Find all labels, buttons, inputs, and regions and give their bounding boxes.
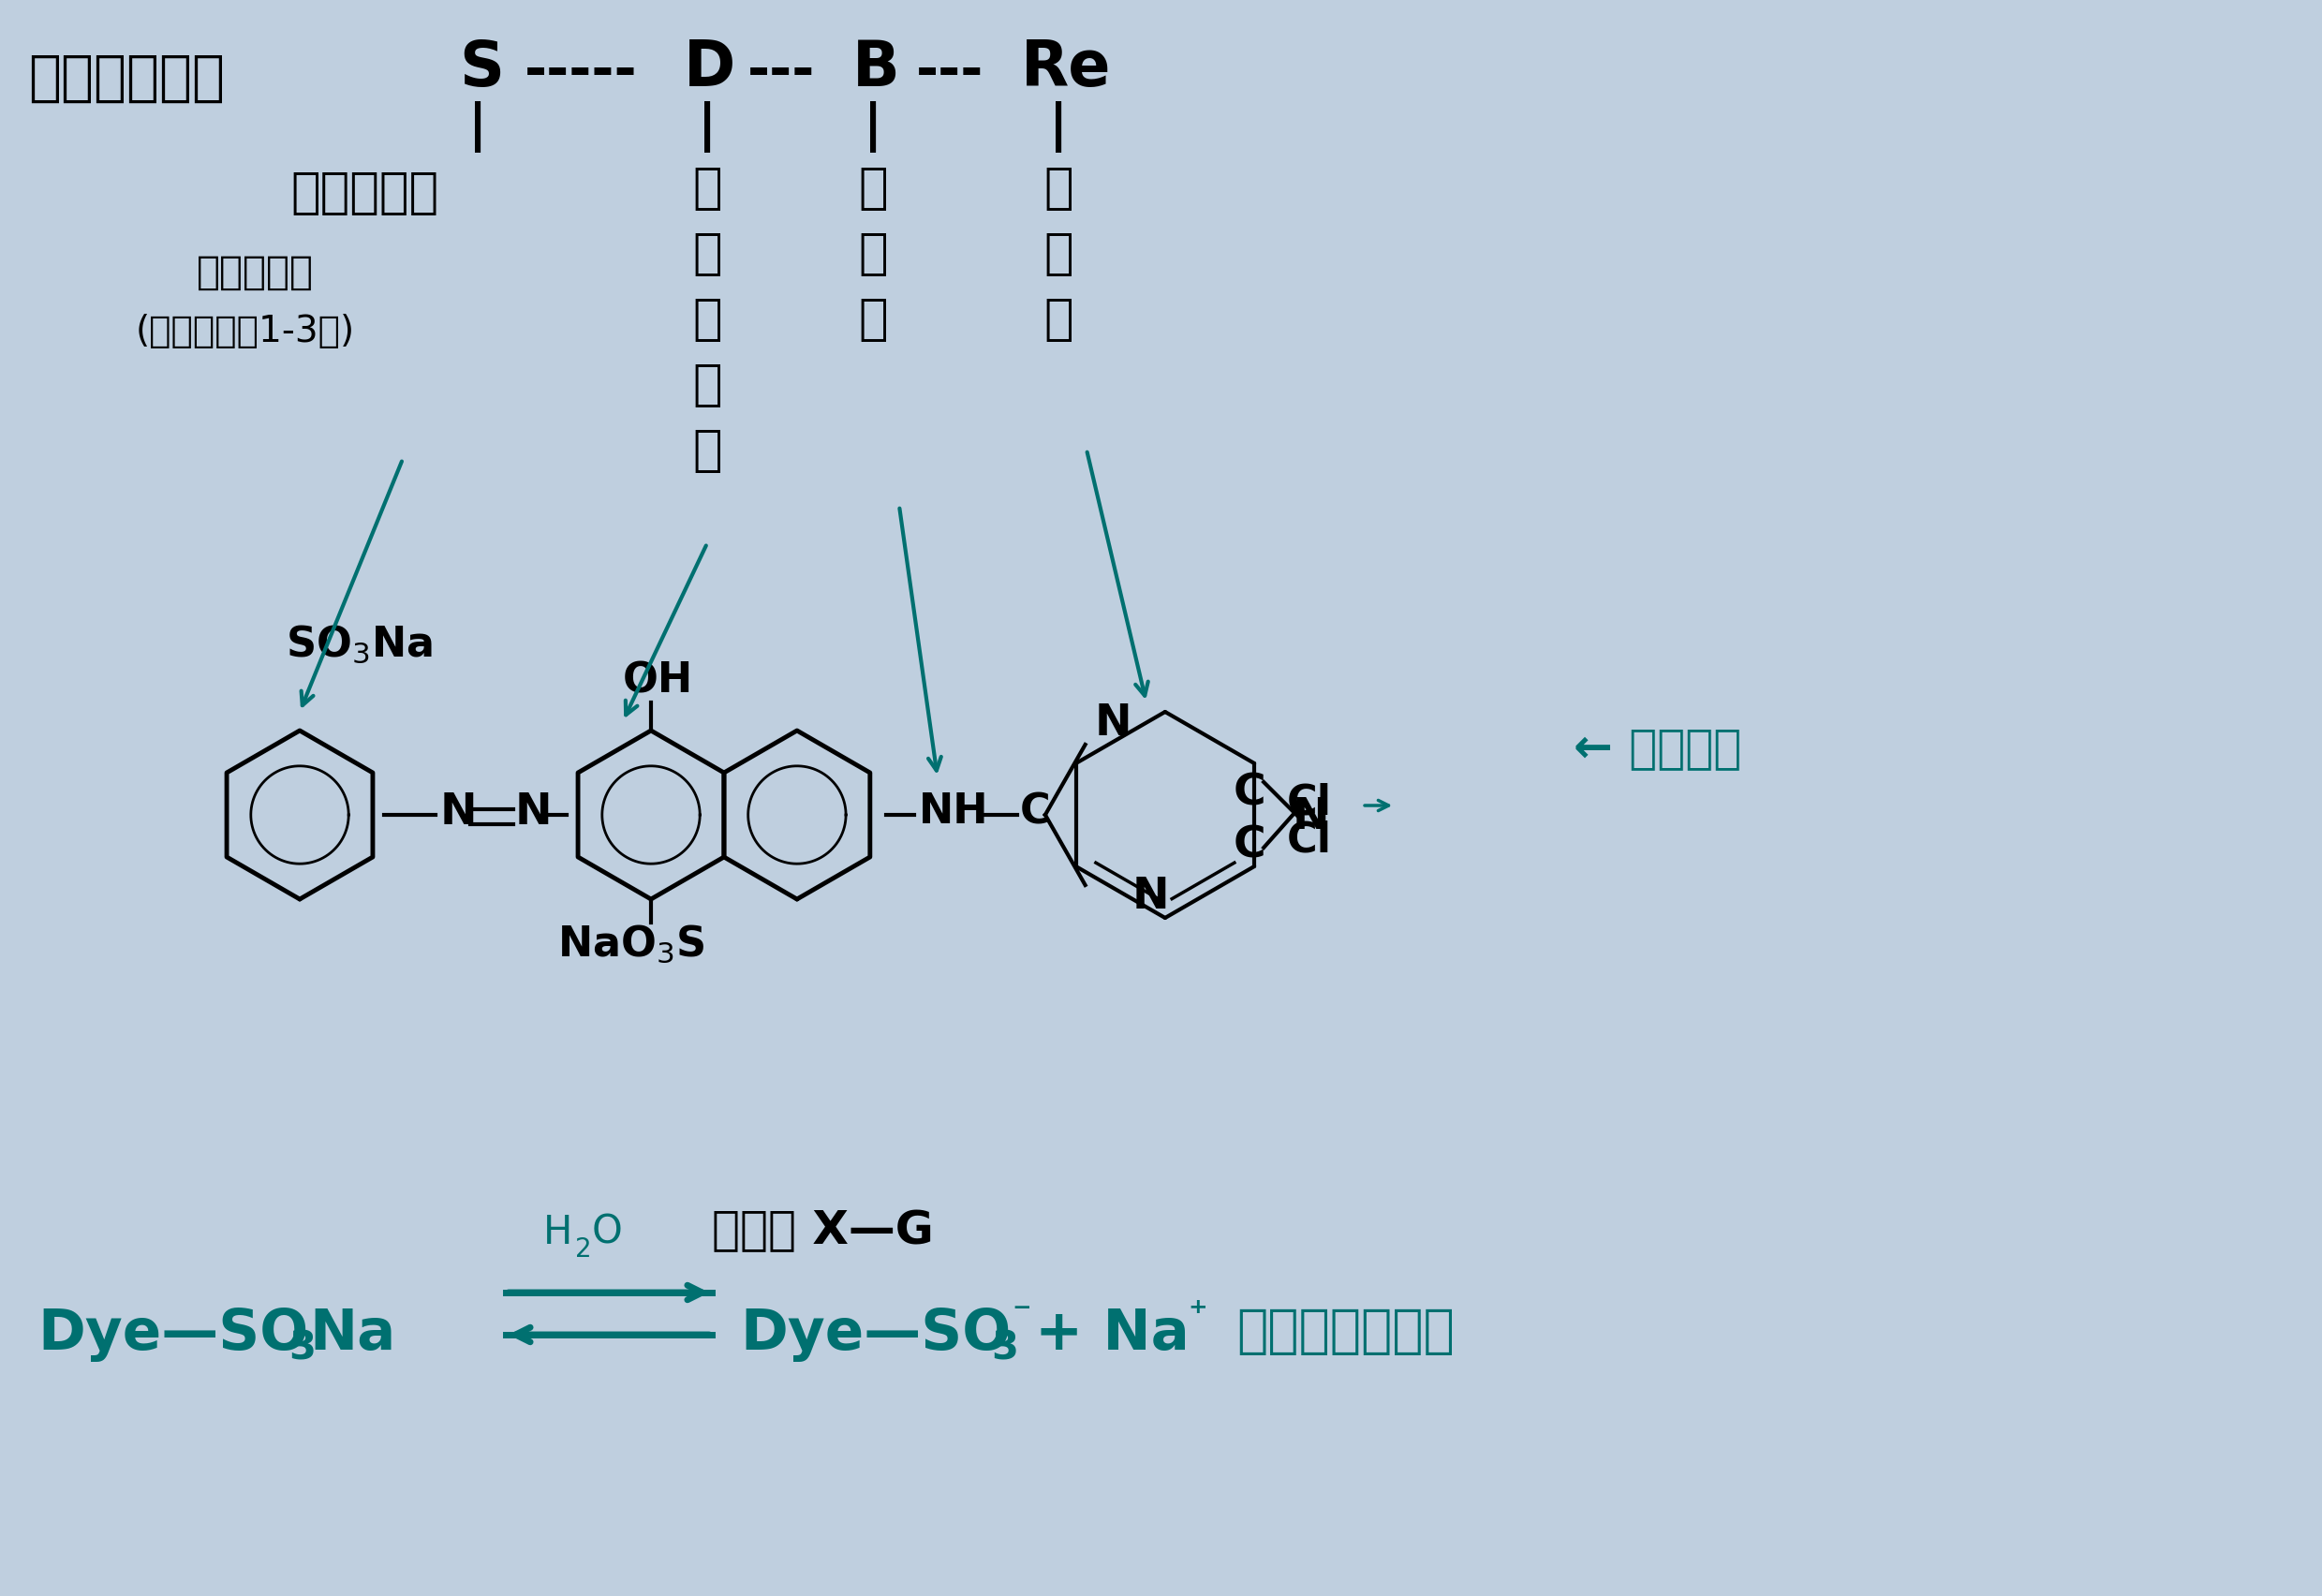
Text: ← 离去基团: ← 离去基团 bbox=[1574, 726, 1742, 771]
Text: 活性橙 X—G: 活性橙 X—G bbox=[713, 1208, 933, 1253]
Text: ⁻: ⁻ bbox=[1012, 1298, 1031, 1333]
Text: 呈染料负离子型: 呈染料负离子型 bbox=[1235, 1307, 1454, 1357]
Text: Cl: Cl bbox=[1286, 782, 1333, 822]
Text: (母体上常有1-3个): (母体上常有1-3个) bbox=[135, 314, 355, 350]
Text: C: C bbox=[1233, 772, 1265, 816]
Text: 连: 连 bbox=[859, 164, 887, 212]
Text: Na: Na bbox=[309, 1307, 395, 1361]
Text: 水溶性基团: 水溶性基团 bbox=[290, 169, 439, 217]
Text: |: | bbox=[864, 101, 882, 153]
Text: B: B bbox=[852, 37, 901, 99]
Text: 基: 基 bbox=[859, 295, 887, 343]
Text: |: | bbox=[697, 101, 717, 153]
Text: D: D bbox=[683, 37, 736, 99]
Text: Re: Re bbox=[1022, 37, 1112, 99]
Text: OH: OH bbox=[622, 661, 694, 701]
Text: -----: ----- bbox=[525, 45, 639, 99]
Text: H: H bbox=[543, 1213, 574, 1253]
Text: 3: 3 bbox=[991, 1328, 1017, 1368]
Text: 多为磺酸基: 多为磺酸基 bbox=[197, 252, 313, 292]
Text: |: | bbox=[469, 101, 488, 153]
Text: O: O bbox=[592, 1213, 622, 1253]
Text: 染: 染 bbox=[692, 164, 722, 212]
Text: 性: 性 bbox=[1043, 230, 1073, 278]
Text: S: S bbox=[460, 37, 504, 99]
Text: N: N bbox=[1133, 876, 1170, 918]
Text: N: N bbox=[515, 792, 553, 833]
Text: + Na: + Na bbox=[1036, 1307, 1189, 1361]
Text: Dye—SO: Dye—SO bbox=[741, 1307, 1010, 1361]
Text: N: N bbox=[1291, 796, 1328, 838]
Text: 2: 2 bbox=[576, 1237, 592, 1262]
Text: 体: 体 bbox=[692, 426, 722, 476]
Text: 活: 活 bbox=[1043, 164, 1073, 212]
Text: 化学结构式：: 化学结构式： bbox=[28, 51, 225, 105]
Text: Dye—SO: Dye—SO bbox=[37, 1307, 309, 1361]
Text: ⁺: ⁺ bbox=[1187, 1298, 1207, 1333]
Text: NaO$_3$S: NaO$_3$S bbox=[557, 922, 706, 964]
Text: NH: NH bbox=[920, 792, 989, 832]
Text: N: N bbox=[441, 792, 478, 833]
Text: 发: 发 bbox=[692, 295, 722, 343]
Text: 3: 3 bbox=[288, 1328, 316, 1368]
Text: C: C bbox=[1019, 792, 1050, 832]
Text: C: C bbox=[1233, 824, 1265, 867]
Text: 色: 色 bbox=[692, 361, 722, 409]
Text: ---: --- bbox=[748, 45, 815, 99]
Text: N: N bbox=[1096, 702, 1133, 745]
Text: 料: 料 bbox=[692, 230, 722, 278]
Text: 接: 接 bbox=[859, 230, 887, 278]
Text: Cl: Cl bbox=[1286, 819, 1333, 860]
Text: ---: --- bbox=[917, 45, 985, 99]
Text: 基: 基 bbox=[1043, 295, 1073, 343]
Text: |: | bbox=[1050, 101, 1068, 153]
Text: SO$_3$Na: SO$_3$Na bbox=[286, 622, 432, 664]
